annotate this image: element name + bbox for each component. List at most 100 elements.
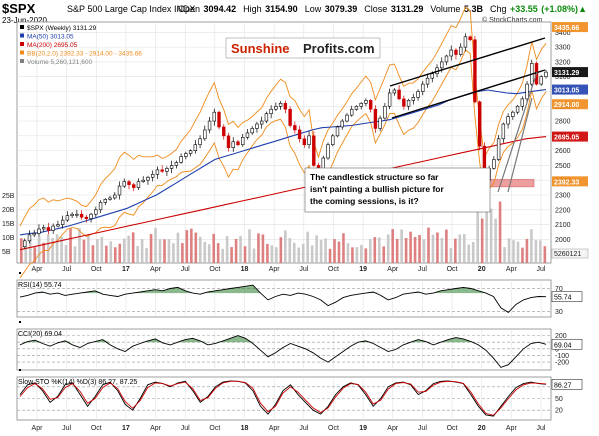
volume-bar <box>395 238 399 263</box>
y-tick-label: 2800 <box>555 119 571 126</box>
candle-body <box>146 176 150 181</box>
indicator-tick-label: 0 <box>555 346 559 353</box>
price-value-text: 3013.05 <box>554 88 579 95</box>
volume-bar <box>288 238 292 263</box>
indicator-value-tag <box>551 291 583 302</box>
candle-body <box>179 156 183 163</box>
volume-bar <box>28 239 32 263</box>
candle-body <box>103 199 107 203</box>
volume-bar <box>525 238 529 263</box>
x-tick-label: 20 <box>478 425 486 432</box>
candle-body <box>155 169 160 175</box>
volume-bar <box>105 245 108 263</box>
volume-bar <box>181 243 184 263</box>
volume-bar <box>355 247 359 263</box>
volume-bar <box>20 238 23 263</box>
x-tick-label: Apr <box>506 266 518 273</box>
x-tick-label: Apr <box>506 425 518 432</box>
candle-body <box>501 123 506 140</box>
volume-axis-label: 10B <box>2 235 15 242</box>
volume-value-tag <box>551 248 589 259</box>
candle-body <box>132 184 136 188</box>
volume-bar <box>369 239 372 263</box>
candle-body <box>477 101 482 147</box>
candle-body <box>89 213 93 219</box>
volume-bar <box>391 229 394 263</box>
candle-body <box>392 89 397 94</box>
volume-bar <box>284 230 287 263</box>
candle-body <box>350 108 354 116</box>
indicator-tick-label: -100 <box>555 353 569 360</box>
volume-bar <box>427 227 430 263</box>
candle-body <box>383 105 387 119</box>
candle-body <box>236 141 240 146</box>
x-tick-label: Oct <box>209 266 220 273</box>
price-value-text: 2914.00 <box>554 102 579 109</box>
candle-body <box>283 103 288 110</box>
volume-bar <box>494 218 497 263</box>
volume-bar <box>212 233 216 263</box>
volume-bar <box>55 234 59 263</box>
y-tick-label: 2000 <box>555 237 571 244</box>
volume-bar <box>498 201 502 263</box>
indicator-value-text: 86.27 <box>554 382 572 389</box>
candle-body <box>231 141 235 148</box>
candle-body <box>274 105 278 110</box>
x-tick-label: Oct <box>91 425 102 432</box>
volume-bar <box>310 245 314 263</box>
indicator-tick-label: -200 <box>555 360 569 367</box>
candle-body <box>364 100 368 104</box>
volume-bar <box>328 248 332 263</box>
candle-body <box>94 209 98 215</box>
x-tick-label: Jul <box>537 266 546 273</box>
x-tick-label: Jul <box>537 425 546 432</box>
candle-body <box>269 108 273 114</box>
indicator-title: RSI(14) 55.74 <box>18 282 62 289</box>
indicator-title: Slow STO %K(14) %D(3) 86.27, 87.25 <box>18 379 137 386</box>
volume-bar <box>33 247 37 263</box>
candle-body <box>169 165 174 169</box>
candle-body <box>449 49 453 57</box>
volume-bar <box>319 240 323 263</box>
chart-subtitle: S&P 500 Large Cap Index INDX <box>67 4 196 14</box>
volume-bar <box>413 237 417 263</box>
x-tick-label: 18 <box>241 266 249 273</box>
volume-bar <box>198 236 202 263</box>
candle-body <box>387 92 392 107</box>
candle-body <box>41 227 46 230</box>
volume-bar <box>140 239 144 263</box>
candle-body <box>444 55 449 63</box>
candle-body <box>397 89 401 100</box>
candle-body <box>37 228 41 234</box>
volume-bar <box>270 245 274 263</box>
volume-bar <box>87 234 90 263</box>
volume-bar <box>512 240 515 263</box>
candle-body <box>307 135 311 146</box>
volume-bar <box>333 239 336 263</box>
x-tick-label: Jul <box>299 425 308 432</box>
candle-body <box>241 137 245 146</box>
indicator-value-tag <box>551 338 583 350</box>
y-tick-label: 2200 <box>555 207 571 214</box>
candle-body <box>368 100 373 110</box>
candle-body <box>373 108 378 129</box>
panel-frame <box>16 328 552 371</box>
candle-body <box>255 123 259 129</box>
volume-bar <box>351 247 354 263</box>
ma200-line <box>19 136 547 251</box>
candle-body <box>411 97 416 101</box>
candle-body <box>302 138 307 146</box>
x-tick-label: 19 <box>359 266 367 273</box>
candle-body <box>406 100 411 107</box>
logo-part-1: Sunshine <box>231 41 290 56</box>
candle-body <box>245 132 250 138</box>
x-tick-label: 20 <box>478 266 486 273</box>
price-value-tag <box>552 67 588 78</box>
volume-bar <box>449 247 453 263</box>
indicator-value-tag <box>551 379 583 390</box>
price-value-text: 2392.33 <box>554 179 579 186</box>
candle-body <box>60 219 65 225</box>
candle-body <box>288 108 292 126</box>
indicator-fill <box>20 285 546 294</box>
panel-frame <box>16 279 552 318</box>
